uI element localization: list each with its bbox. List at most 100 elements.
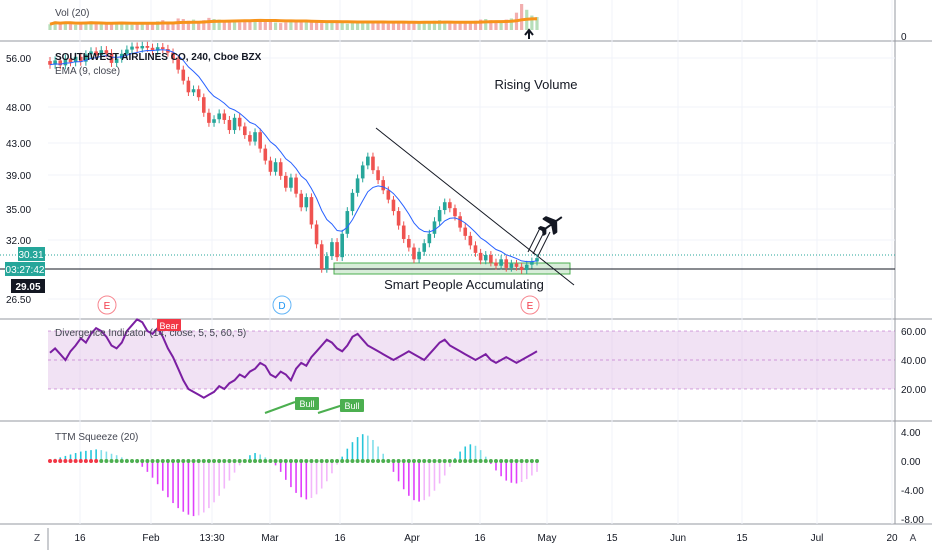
- squeeze-dot: [299, 459, 304, 463]
- candle-body: [309, 197, 314, 225]
- volume-bar: [345, 23, 349, 30]
- squeeze-dot: [381, 459, 386, 463]
- candle-body: [453, 208, 457, 217]
- candle-body: [78, 56, 83, 62]
- divergence-axis[interactable]: 60.00 40.00 20.00: [901, 327, 926, 396]
- squeeze-axis[interactable]: 4.00 0.00 -4.00 -8.00: [901, 428, 924, 526]
- squeeze-dot: [340, 459, 345, 463]
- squeeze-dot: [53, 459, 58, 463]
- squeeze-dot: [58, 459, 63, 463]
- candle-body: [427, 233, 432, 244]
- candle-body: [191, 89, 196, 93]
- breakout-line[interactable]: [537, 231, 551, 257]
- squeeze-dot: [488, 459, 493, 463]
- candle-body: [366, 156, 370, 166]
- candle-body: [232, 117, 237, 131]
- time-tick-label: Jul: [811, 533, 824, 544]
- volume-bar: [176, 18, 180, 30]
- candle-body: [273, 162, 278, 172]
- time-tick-label: Feb: [142, 533, 160, 544]
- volume-bar: [458, 22, 462, 30]
- volume-bar: [412, 23, 416, 30]
- breakout-line[interactable]: [527, 227, 541, 253]
- squeeze-dot: [186, 459, 191, 463]
- volume-bar: [191, 19, 196, 30]
- squeeze-dot: [73, 459, 78, 463]
- time-tick-label: 16: [474, 533, 486, 544]
- candle-body: [325, 256, 329, 269]
- bull-label-text: Bull: [344, 401, 359, 411]
- squeeze-dot: [417, 459, 422, 463]
- volume-bar: [130, 24, 134, 30]
- squeeze-dot: [483, 459, 488, 463]
- squeeze-dot: [222, 459, 227, 463]
- auto-scale-icon[interactable]: A: [910, 533, 917, 544]
- timezone-icon[interactable]: Z: [34, 533, 40, 544]
- volume-bar: [468, 21, 472, 30]
- candle-body: [519, 266, 524, 271]
- volume-bar: [197, 21, 201, 30]
- volume-bar: [227, 21, 232, 30]
- squeeze-dots: [48, 459, 539, 463]
- candle-body: [468, 235, 473, 246]
- candle-body: [284, 175, 288, 188]
- squeeze-dot: [196, 459, 201, 463]
- divergence-tick-label: 20.00: [901, 385, 926, 396]
- squeeze-dot: [99, 459, 104, 463]
- volume-bar: [299, 20, 303, 30]
- candle-body: [407, 238, 411, 248]
- price-axis[interactable]: 56.00 48.00 43.00 39.00 35.00 32.00 26.50: [6, 54, 31, 306]
- squeeze-dot: [68, 459, 73, 463]
- bull-label: Bull: [295, 397, 319, 410]
- volume-bar: [232, 21, 237, 30]
- squeeze-dot: [514, 459, 519, 463]
- event-marker-label: E: [104, 301, 111, 312]
- squeeze-dot: [242, 459, 247, 463]
- candle-body: [145, 46, 150, 48]
- candle-body: [381, 180, 386, 191]
- squeeze-dot: [458, 459, 463, 463]
- squeeze-dot: [355, 459, 360, 463]
- squeeze-dot: [212, 459, 217, 463]
- squeeze-dot: [181, 459, 186, 463]
- candle-body: [483, 255, 488, 261]
- squeeze-histogram: [49, 434, 538, 517]
- candle-body: [458, 216, 462, 228]
- price-tick-label: 26.50: [6, 295, 31, 306]
- volume-bar: [68, 22, 73, 30]
- squeeze-dot: [524, 459, 529, 463]
- volume-bar: [125, 23, 129, 30]
- price-tick-label: 32.00: [6, 236, 31, 247]
- candle-body: [212, 119, 216, 123]
- volume-bar: [48, 24, 52, 30]
- event-marker-dividend[interactable]: D: [272, 295, 292, 315]
- downtrend-line[interactable]: [375, 127, 575, 286]
- volume-bar: [238, 22, 242, 30]
- squeeze-dot: [319, 459, 324, 463]
- volume-bar: [207, 17, 211, 30]
- squeeze-dot: [452, 459, 457, 463]
- price-badge-current: 30.31: [18, 247, 45, 261]
- squeeze-dot: [83, 459, 88, 463]
- squeeze-tick-label: -8.00: [901, 515, 924, 526]
- bull-label-text: Bull: [299, 399, 314, 409]
- squeeze-dot: [360, 459, 365, 463]
- event-marker-earnings[interactable]: E: [97, 295, 117, 315]
- volume-bar: [427, 21, 431, 30]
- volume-bar: [248, 20, 252, 30]
- candle-body: [330, 242, 334, 257]
- volume-bar: [402, 21, 406, 30]
- candles: [48, 41, 539, 274]
- candle-body: [176, 59, 180, 70]
- volume-bar: [89, 21, 93, 30]
- volume-bar: [448, 23, 452, 30]
- volume-bar: [473, 20, 478, 30]
- time-axis[interactable]: 16 Feb 13:30 Mar 16 Apr 16 May 15 Jun 15 Jul 20: [74, 533, 898, 544]
- squeeze-dot: [63, 459, 68, 463]
- candle-body: [243, 126, 247, 136]
- volume-bar: [94, 23, 98, 30]
- price-badge-countdown: 03:27:42: [5, 262, 45, 276]
- event-marker-earnings[interactable]: E: [520, 295, 540, 315]
- volume-bar: [222, 20, 226, 30]
